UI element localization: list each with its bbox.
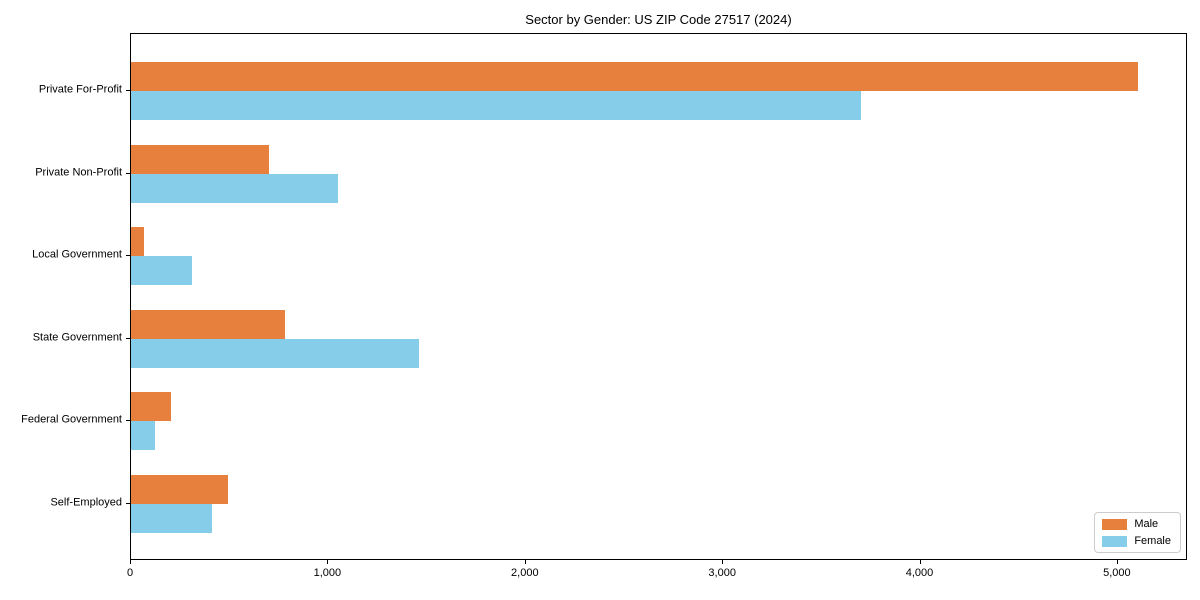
bar-male-4 bbox=[131, 392, 171, 422]
legend-item-male: Male bbox=[1102, 518, 1171, 530]
y-tick-mark bbox=[126, 172, 130, 174]
bar-female-0 bbox=[131, 90, 862, 120]
x-tick-mark bbox=[130, 560, 131, 564]
y-tick-mark bbox=[126, 89, 130, 91]
legend-label: Female bbox=[1134, 535, 1171, 547]
legend-item-female: Female bbox=[1102, 535, 1171, 547]
legend-swatch-female bbox=[1102, 535, 1128, 547]
y-tick-mark bbox=[126, 255, 130, 257]
x-tick-label: 2,000 bbox=[511, 567, 539, 579]
y-tick-mark bbox=[126, 503, 130, 504]
x-tick-label: 1,000 bbox=[313, 567, 342, 579]
legend-swatch-male bbox=[1102, 518, 1128, 530]
chart-title: Sector by Gender: US ZIP Code 27517 (202… bbox=[525, 12, 792, 27]
y-tick-mark bbox=[126, 420, 130, 422]
bar-female-2 bbox=[131, 256, 193, 286]
x-tick-label: 0 bbox=[126, 567, 134, 579]
bar-female-1 bbox=[131, 173, 339, 203]
y-tick-mark bbox=[126, 337, 130, 339]
x-tick-mark bbox=[524, 560, 526, 564]
bar-male-2 bbox=[131, 227, 144, 257]
x-tick-mark bbox=[919, 560, 921, 564]
bar-female-3 bbox=[131, 338, 420, 368]
x-tick-mark bbox=[722, 560, 724, 564]
y-tick-label: Private Non-Profit bbox=[35, 166, 122, 179]
x-tick-label: 5,000 bbox=[1103, 567, 1131, 579]
plot-area: Male Female bbox=[130, 33, 1187, 560]
bar-male-5 bbox=[131, 475, 228, 504]
y-tick-label: Local Government bbox=[32, 248, 122, 261]
bar-male-1 bbox=[131, 144, 270, 174]
y-tick-label: Federal Government bbox=[21, 413, 122, 426]
legend-label: Male bbox=[1134, 518, 1159, 530]
x-tick-mark bbox=[1116, 560, 1118, 564]
bar-male-3 bbox=[131, 309, 285, 339]
x-tick-label: 3,000 bbox=[708, 567, 736, 579]
bar-female-5 bbox=[131, 504, 212, 533]
bar-female-4 bbox=[131, 421, 155, 451]
y-tick-label: Self-Employed bbox=[50, 496, 122, 509]
legend: Male Female bbox=[1094, 512, 1181, 553]
y-tick-label: Private For-Profit bbox=[38, 83, 122, 96]
y-tick-label: State Government bbox=[32, 331, 122, 344]
x-tick-mark bbox=[327, 560, 329, 564]
bar-male-0 bbox=[131, 61, 1138, 91]
x-tick-label: 4,000 bbox=[905, 567, 934, 579]
